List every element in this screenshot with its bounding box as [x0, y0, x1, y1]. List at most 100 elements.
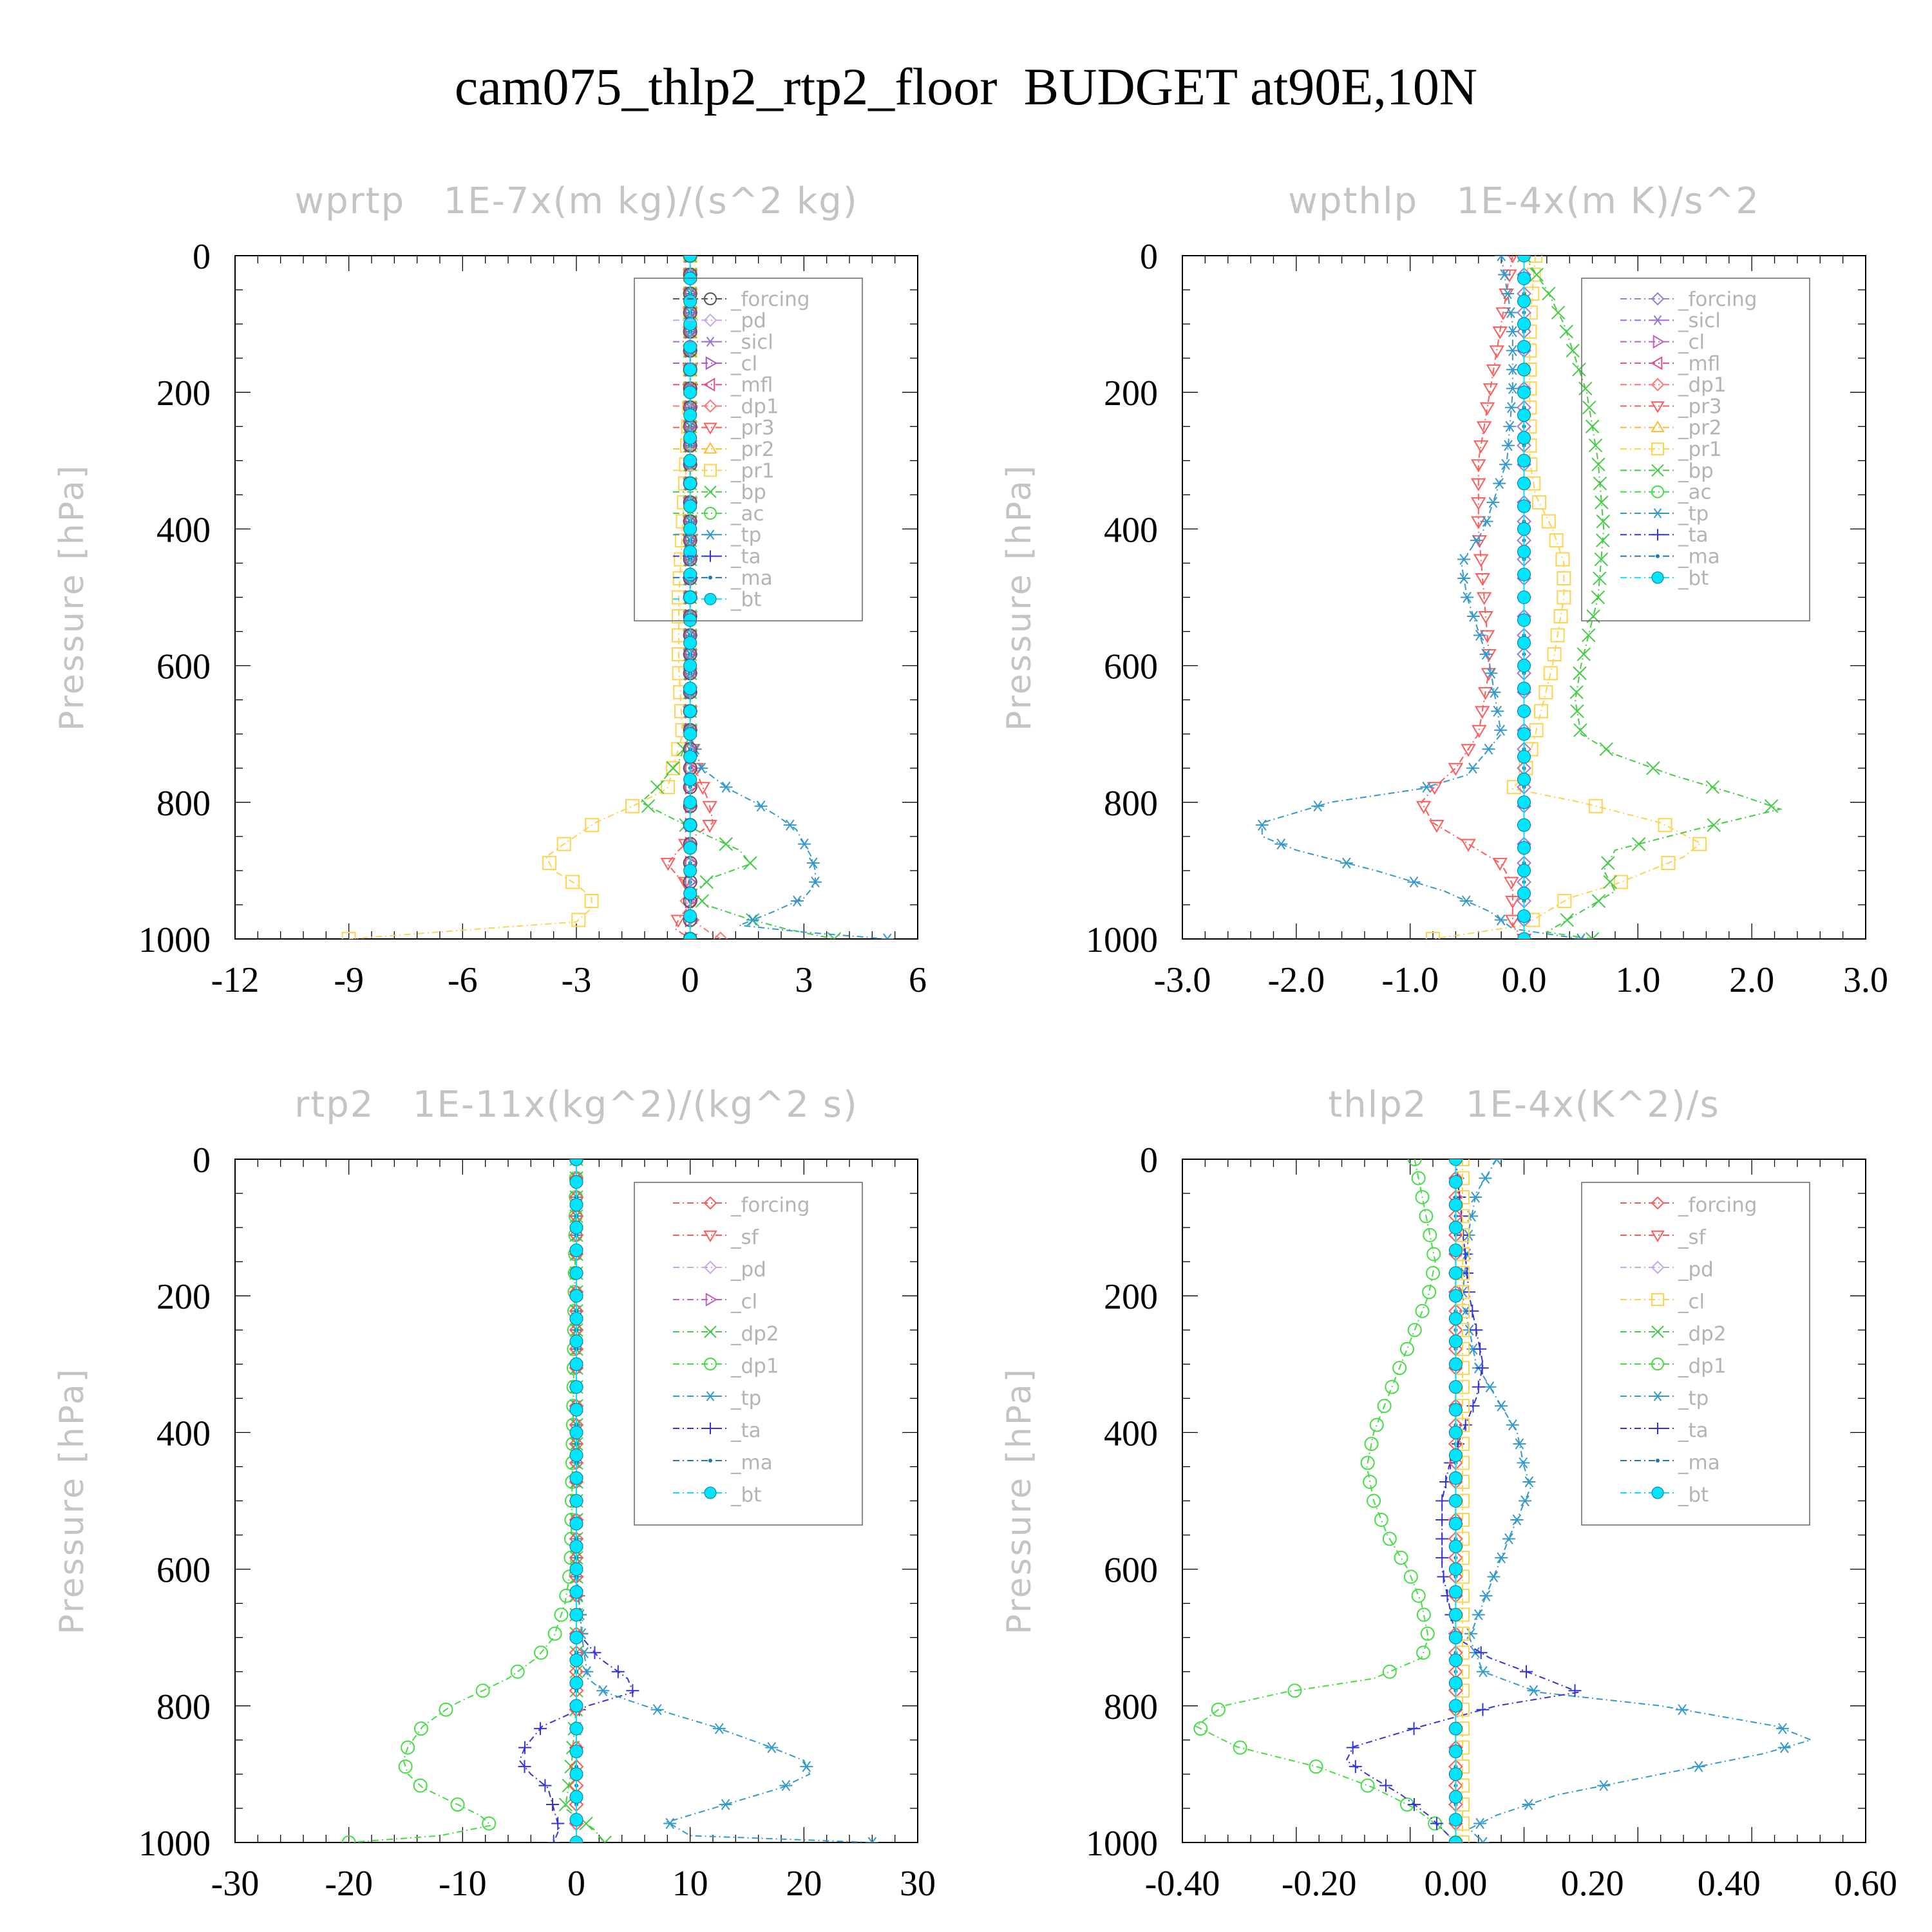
data-point — [1448, 1266, 1463, 1280]
panel-2: wpthlp 1E-4x(m K)/s^2 Pressure [hPa] -3.0 -… — [1000, 180, 1888, 1000]
data-point — [569, 1494, 583, 1508]
data-point — [1471, 497, 1486, 511]
data-point — [1470, 535, 1483, 546]
data-point — [660, 780, 675, 795]
data-point — [683, 545, 697, 559]
legend-item: _ma — [673, 567, 773, 590]
legend-marker — [704, 1358, 717, 1370]
x-tick-label: 10 — [672, 1864, 708, 1904]
series-line — [348, 1159, 577, 1842]
data-point — [1484, 667, 1498, 679]
legend-marker — [704, 1486, 717, 1499]
data-point — [569, 1425, 583, 1439]
data-point — [482, 1816, 497, 1831]
data-point — [569, 1448, 583, 1463]
data-point — [683, 363, 697, 377]
y-tick-label: 800 — [1104, 1687, 1158, 1727]
plot-area — [341, 1159, 879, 1842]
data-point — [1482, 743, 1495, 755]
legend-item: _forcing — [673, 1193, 810, 1217]
legend-item: _pd — [673, 1258, 766, 1281]
data-point — [683, 727, 697, 741]
legend-marker — [1656, 1459, 1660, 1463]
data-point — [1448, 1562, 1463, 1577]
legend-marker — [1651, 1325, 1664, 1338]
data-point — [1517, 727, 1531, 741]
data-point — [569, 1289, 583, 1303]
legend-label: _pr1 — [730, 459, 775, 482]
x-tick-label: 6 — [909, 960, 927, 1000]
data-point — [702, 800, 717, 814]
data-point — [1420, 781, 1434, 793]
data-point — [1448, 1745, 1463, 1759]
series-dp1 — [341, 1159, 583, 1842]
legend-marker — [1651, 292, 1665, 306]
data-point — [569, 1767, 583, 1781]
data-point — [685, 419, 698, 434]
legend: _forcing_sicl_cl_mfl_dp1_pr3_pr2_pr1_bp_… — [1581, 278, 1810, 621]
data-point — [1448, 762, 1464, 776]
data-point — [546, 1798, 560, 1812]
data-point — [1411, 1588, 1426, 1603]
y-tick-label: 0 — [1140, 237, 1158, 277]
data-point — [1448, 1380, 1463, 1394]
data-point — [1522, 1799, 1535, 1810]
legend-label: _pd — [1678, 1258, 1714, 1281]
data-point — [1517, 385, 1531, 399]
legend-marker — [703, 1230, 717, 1242]
x-tick-label: 0.00 — [1424, 1864, 1487, 1904]
x-tick-label: 0.20 — [1561, 1864, 1624, 1904]
data-point — [1474, 1646, 1488, 1660]
legend-marker — [1651, 442, 1664, 456]
data-point — [1543, 666, 1558, 681]
legend-marker — [705, 1423, 716, 1434]
data-point — [1448, 1790, 1463, 1804]
y-tick-label: 1000 — [1086, 1824, 1158, 1864]
series-pr1 — [341, 256, 697, 939]
data-point — [683, 522, 697, 536]
legend-label: _cl — [1678, 1290, 1705, 1313]
legend-marker — [1651, 485, 1664, 498]
legend-item: _forcing — [1620, 288, 1757, 311]
data-point — [558, 1797, 573, 1812]
data-point — [556, 837, 571, 851]
data-point — [534, 1645, 549, 1660]
data-point — [569, 1243, 583, 1257]
data-point — [1764, 799, 1779, 813]
legend-label: _dp2 — [730, 1322, 779, 1345]
data-point — [1457, 573, 1471, 584]
data-point — [1601, 856, 1615, 870]
data-point — [1374, 1512, 1388, 1527]
data-point — [1488, 687, 1501, 698]
data-point — [569, 1266, 583, 1280]
data-point — [1466, 1304, 1479, 1318]
series-dp1 — [1193, 1159, 1463, 1842]
legend-label: _bt — [730, 1483, 761, 1506]
data-point — [569, 1175, 583, 1189]
data-point — [1476, 1703, 1490, 1716]
data-point — [1479, 1590, 1493, 1602]
data-point — [1591, 590, 1605, 605]
data-point — [1555, 552, 1570, 567]
y-tick-label: 800 — [1104, 784, 1158, 824]
data-point — [683, 294, 697, 308]
data-point — [1407, 876, 1421, 888]
legend-marker — [1651, 356, 1663, 370]
data-point — [1448, 1312, 1463, 1326]
data-point — [1502, 1533, 1515, 1545]
series-bt — [1517, 256, 1531, 939]
legend-label: _cl — [730, 352, 757, 375]
data-point — [1517, 256, 1531, 263]
y-tick-label: 400 — [1104, 510, 1158, 550]
plot-area — [341, 256, 894, 939]
data-point — [712, 1723, 726, 1734]
data-point — [1489, 345, 1505, 359]
series-bt — [683, 256, 697, 939]
x-tick-label: -0.40 — [1145, 1864, 1220, 1904]
data-point — [510, 1664, 525, 1679]
data-point — [1517, 522, 1531, 536]
data-point — [1419, 1209, 1434, 1224]
data-point — [585, 818, 600, 833]
data-point — [1557, 894, 1572, 909]
